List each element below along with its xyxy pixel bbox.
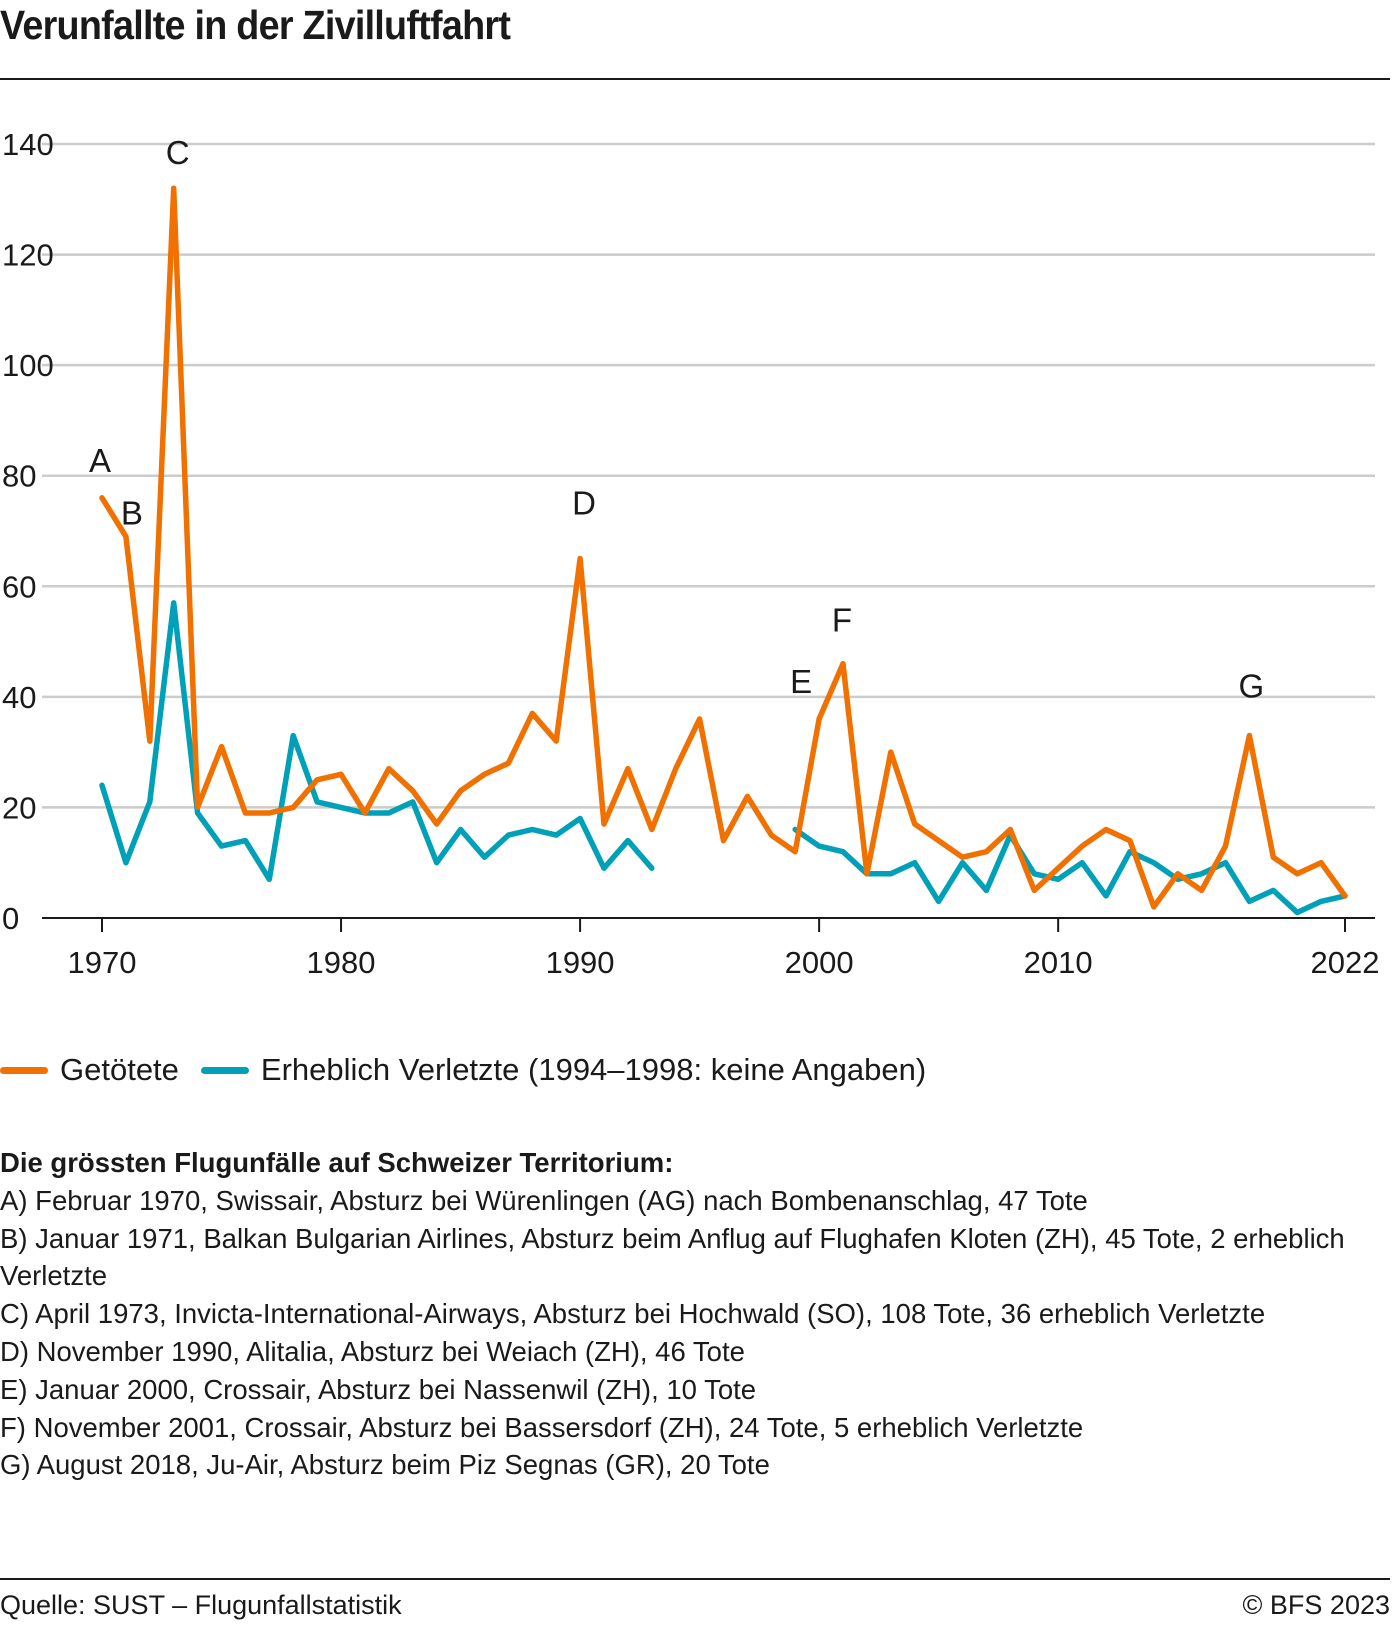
note-item: B) Januar 1971, Balkan Bulgarian Airline… bbox=[0, 1222, 1345, 1292]
legend-swatch-orange bbox=[0, 1066, 48, 1074]
chart-title: Verunfallte in der Zivilluftfahrt bbox=[0, 2, 511, 48]
note-item: E) Januar 2000, Crossair, Absturz bei Na… bbox=[0, 1373, 757, 1405]
note-item: D) November 1990, Alitalia, Absturz bei … bbox=[0, 1335, 745, 1367]
top-rule bbox=[0, 78, 1390, 80]
legend-item-getoetete: Getötete bbox=[0, 1052, 179, 1088]
annotation-label: A bbox=[89, 442, 111, 479]
annotation-label: D bbox=[572, 485, 596, 522]
y-tick-label: 140 bbox=[2, 127, 54, 162]
y-tick-label: 100 bbox=[2, 348, 54, 383]
annotation-label: E bbox=[790, 663, 812, 700]
note-item: G) August 2018, Ju-Air, Absturz beim Piz… bbox=[0, 1449, 770, 1481]
x-tick-label: 2010 bbox=[1024, 945, 1093, 980]
notes-heading: Die grössten Flugunfälle auf Schweizer T… bbox=[0, 1147, 674, 1178]
series-lines bbox=[99, 185, 1348, 916]
copyright-text: © BFS 2023 bbox=[1242, 1590, 1390, 1620]
y-tick-label: 60 bbox=[2, 569, 36, 604]
annotations: AB C D EF G bbox=[89, 134, 1264, 704]
y-axis-ticks: 0 20 40 60 80 100 120 140 bbox=[2, 127, 54, 936]
x-tick-label: 1970 bbox=[68, 945, 137, 980]
y-tick-label: 80 bbox=[2, 459, 36, 494]
x-tick-label: 1980 bbox=[307, 945, 376, 980]
y-tick-label: 20 bbox=[2, 790, 36, 825]
legend: Getötete Erheblich Verletzte (1994–1998:… bbox=[0, 1052, 948, 1088]
annotation-label: B bbox=[121, 495, 143, 532]
y-tick-label: 40 bbox=[2, 680, 36, 715]
series-line-verletzte bbox=[99, 600, 655, 883]
note-item: C) April 1973, Invicta-International-Air… bbox=[0, 1298, 1266, 1330]
note-item: A) Februar 1970, Swissair, Absturz bei W… bbox=[0, 1184, 1088, 1216]
x-tick-label: 2000 bbox=[785, 945, 854, 980]
y-tick-label: 120 bbox=[2, 238, 54, 273]
annotation-label: C bbox=[166, 134, 190, 171]
legend-item-verletzte: Erheblich Verletzte (1994–1998: keine An… bbox=[200, 1052, 927, 1088]
bottom-rule bbox=[0, 1578, 1390, 1580]
source-text: Quelle: SUST – Flugunfallstatistik bbox=[0, 1590, 402, 1620]
legend-swatch-teal bbox=[200, 1066, 249, 1074]
y-tick-label: 0 bbox=[2, 901, 19, 936]
x-axis: 1970 1980 1990 2000 2010 2022 bbox=[42, 917, 1380, 980]
legend-label: Getötete bbox=[60, 1052, 179, 1087]
line-chart: 0 20 40 60 80 100 120 140 1970 1980 1990 2000 2010 2… bbox=[2, 127, 1380, 980]
legend-label: Erheblich Verletzte (1994–1998: keine An… bbox=[260, 1052, 927, 1087]
series-line-getoetete bbox=[99, 185, 1348, 910]
series-line-verletzte bbox=[792, 826, 1348, 916]
accident-notes: Die grössten Flugunfälle auf Schweizer T… bbox=[0, 1144, 1395, 1484]
annotation-label: G bbox=[1239, 668, 1265, 705]
annotation-label: F bbox=[832, 602, 852, 639]
x-tick-label: 2022 bbox=[1311, 945, 1380, 980]
gridlines bbox=[42, 142, 1375, 809]
note-item: F) November 2001, Crossair, Absturz bei … bbox=[0, 1411, 1084, 1443]
x-tick-label: 1990 bbox=[546, 945, 615, 980]
